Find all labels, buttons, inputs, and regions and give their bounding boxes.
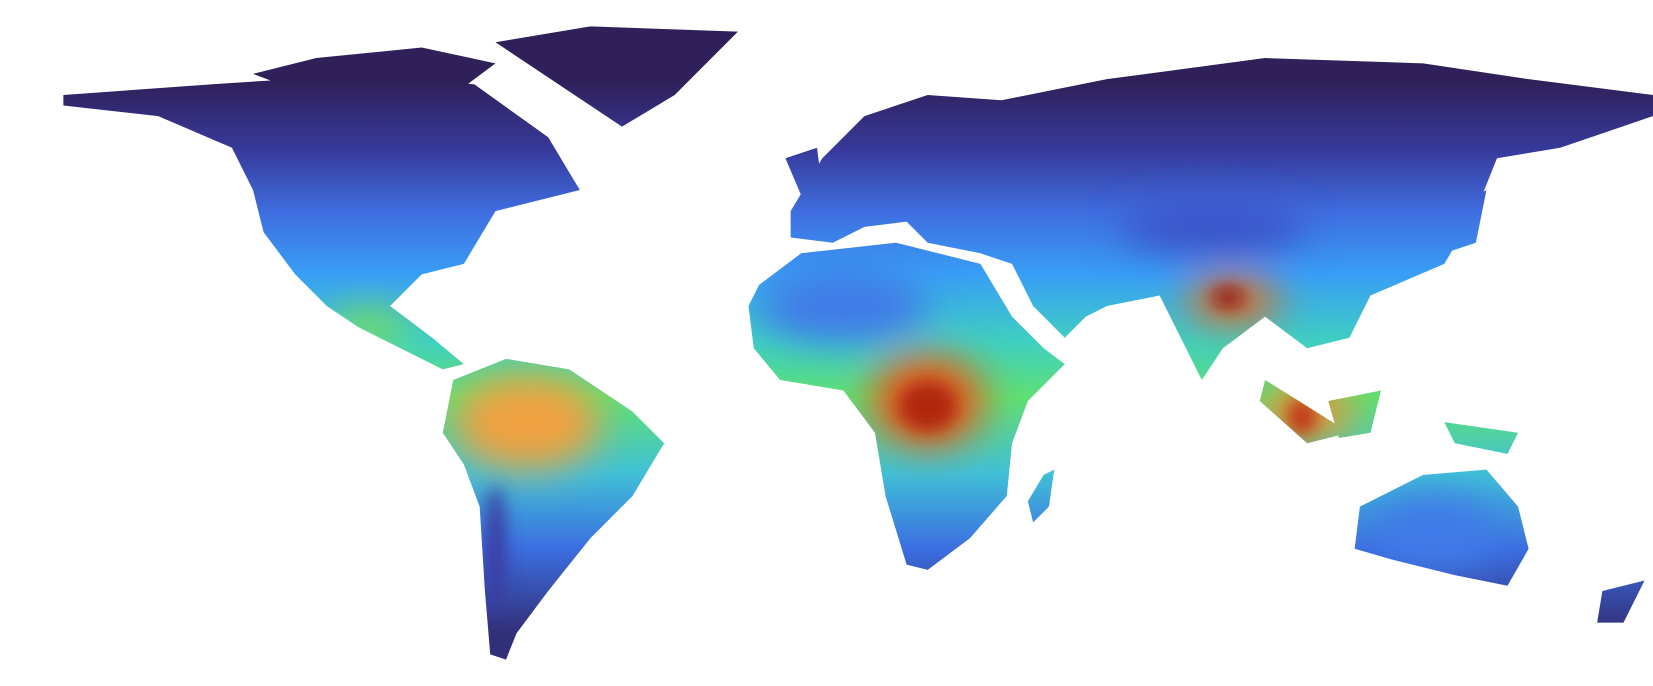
central-america xyxy=(326,311,412,343)
australia-interior xyxy=(1370,496,1497,570)
congo-core xyxy=(898,380,958,432)
bengal-core xyxy=(1212,288,1244,308)
andes xyxy=(484,485,507,613)
sumatra-core xyxy=(1287,397,1317,436)
amazon xyxy=(453,374,601,470)
sahara xyxy=(759,269,928,343)
tibet xyxy=(1117,200,1308,254)
